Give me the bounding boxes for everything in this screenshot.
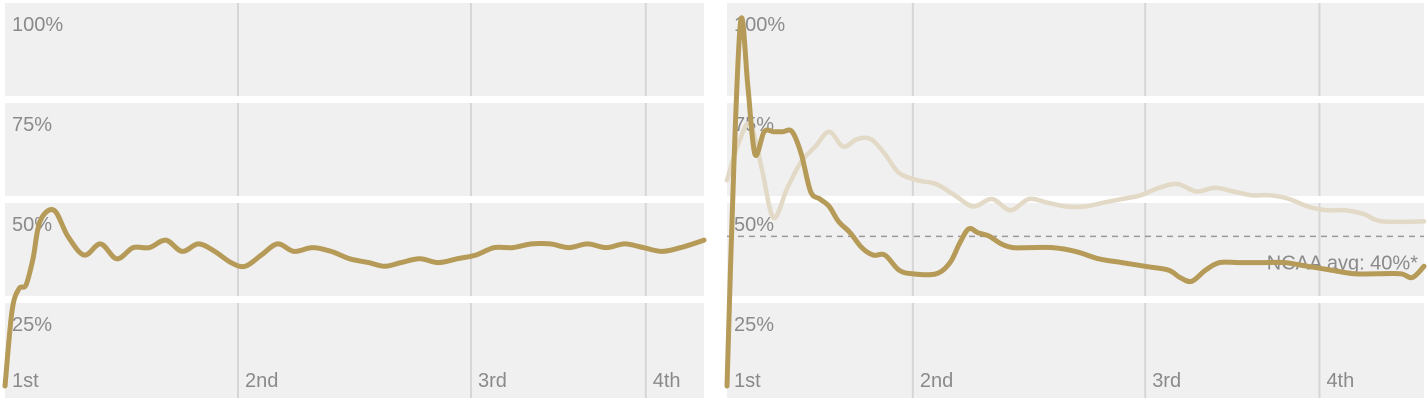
background-band xyxy=(5,203,704,296)
series-line-main xyxy=(724,15,1427,389)
background-band xyxy=(727,103,1424,196)
x-tick-label: 4th xyxy=(653,370,681,392)
x-tick-label: 2nd xyxy=(920,370,953,392)
background-band xyxy=(5,303,704,398)
x-tick-label: 3rd xyxy=(478,370,507,392)
series-line-faded xyxy=(724,121,1427,225)
x-tick-label: 2nd xyxy=(245,370,278,392)
x-tick-label: 1st xyxy=(734,370,761,392)
series-line-main xyxy=(2,207,707,389)
reference-line-label: NCAA avg: 40%* xyxy=(1267,252,1418,274)
x-tick-label: 4th xyxy=(1326,370,1354,392)
y-tick-label: 100% xyxy=(12,14,63,36)
x-tick-label: 3rd xyxy=(1152,370,1181,392)
chart-panel-1: 100% 75% 50% 25% 1st 2nd 3rd 4th xyxy=(2,3,707,398)
x-tick-label: 1st xyxy=(12,370,39,392)
background-band xyxy=(727,3,1424,96)
y-tick-label: 75% xyxy=(12,114,52,136)
background-band xyxy=(727,303,1424,398)
y-tick-label: 50% xyxy=(734,214,774,236)
y-tick-label: 50% xyxy=(12,214,52,236)
y-tick-label: 100% xyxy=(734,14,785,36)
y-tick-label: 25% xyxy=(12,314,52,336)
background-band xyxy=(5,103,704,196)
y-tick-label: 25% xyxy=(734,314,774,336)
background-band xyxy=(5,3,704,96)
